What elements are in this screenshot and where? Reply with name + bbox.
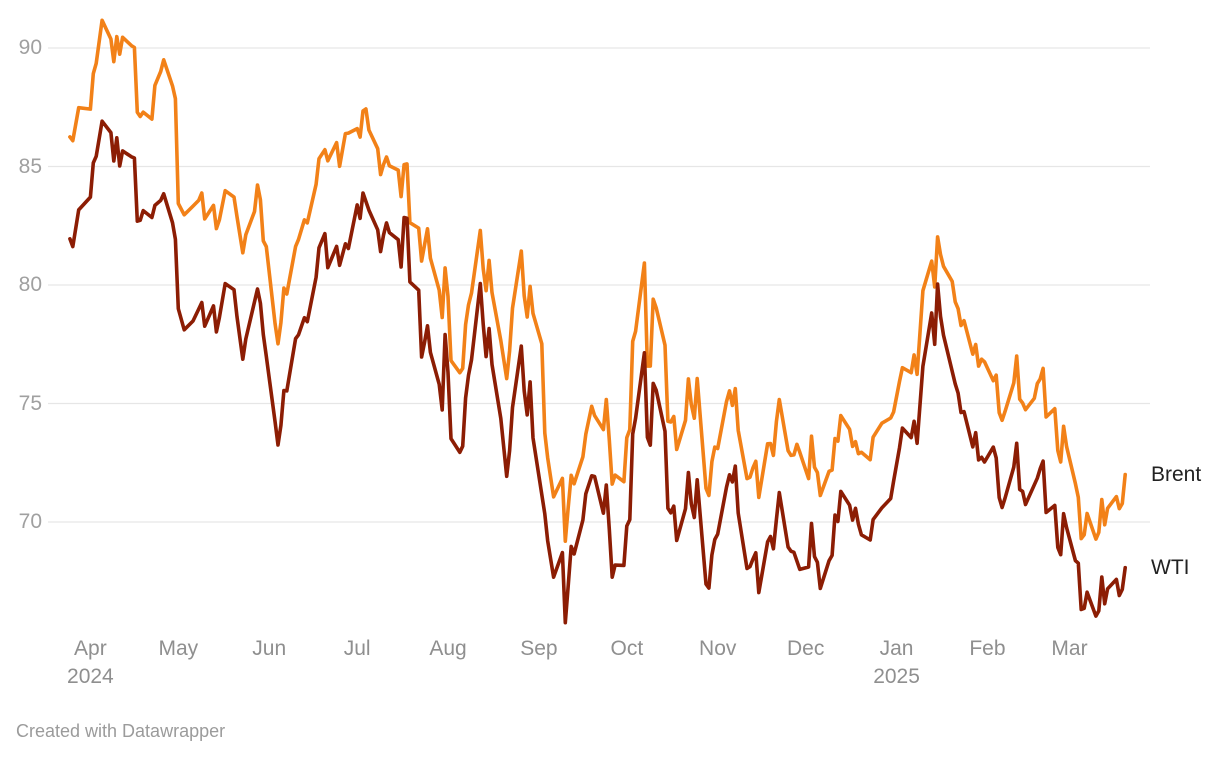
x-tick-jan: Jan [879, 637, 914, 660]
y-tick-75: 75 [18, 391, 42, 415]
x-tick-feb: Feb [969, 637, 1006, 660]
y-tick-80: 80 [18, 273, 42, 296]
x-tick-sep: Sep [520, 637, 558, 660]
x-tick-may: May [158, 637, 199, 660]
series-label-wti: WTI [1151, 555, 1190, 579]
line-brent [68, 18, 1127, 544]
y-tick-90: 90 [18, 36, 42, 59]
attribution-text: Created with Datawrapper [16, 721, 226, 741]
x-tick-year-2025: 2025 [873, 665, 920, 688]
x-tick-aug: Aug [429, 637, 467, 660]
series-label-brent: Brent [1151, 462, 1202, 486]
x-tick-mar: Mar [1051, 637, 1088, 660]
x-tick-oct: Oct [610, 637, 644, 660]
x-tick-nov: Nov [699, 637, 737, 660]
x-tick-dec: Dec [786, 637, 825, 660]
x-tick-jun: Jun [252, 637, 287, 660]
line-wti [68, 119, 1127, 625]
x-tick-jul: Jul [343, 637, 371, 660]
y-tick-70: 70 [18, 510, 42, 533]
x-tick-year-2024: 2024 [67, 665, 114, 688]
x-tick-apr: Apr [74, 637, 107, 660]
y-tick-85: 85 [18, 154, 42, 178]
